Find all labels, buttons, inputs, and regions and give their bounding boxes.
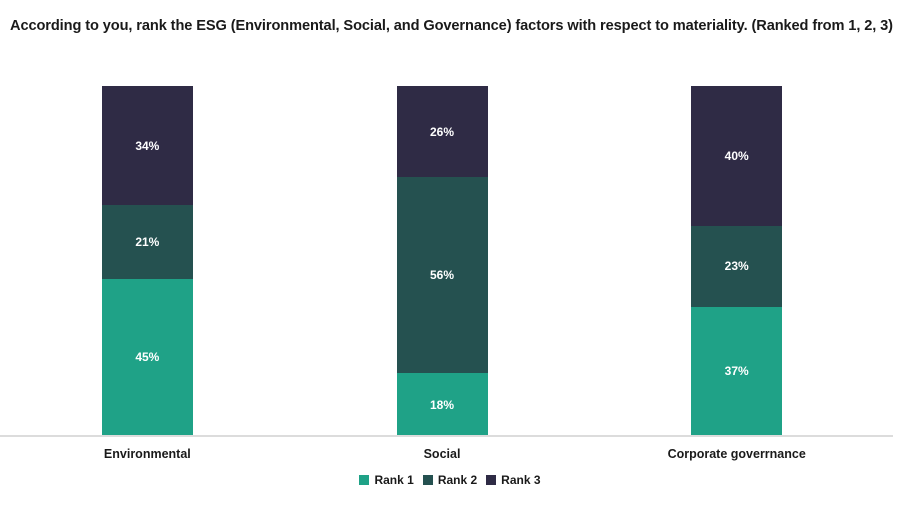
data-label: 34% bbox=[135, 138, 160, 153]
category-label: Corporate goverrnance bbox=[667, 447, 806, 461]
stacked-bar-social: 26% 56% 18% bbox=[396, 86, 488, 436]
bar-segment-rank-3[interactable]: 26% bbox=[396, 86, 488, 177]
legend-item-rank-2[interactable]: Rank 2 bbox=[422, 473, 478, 487]
legend-label: Rank 1 bbox=[374, 473, 414, 487]
data-label: 18% bbox=[429, 397, 455, 412]
data-label: 56% bbox=[429, 268, 455, 282]
chart-title: According to you, rank the ESG (Environm… bbox=[10, 18, 893, 34]
category-label: Social bbox=[423, 447, 461, 461]
legend-swatch-icon bbox=[359, 475, 370, 485]
bar-group-environmental: 34% 21% 45% Environmental bbox=[0, 86, 295, 461]
data-label: 40% bbox=[724, 149, 749, 163]
data-label: 45% bbox=[135, 350, 160, 365]
data-label: 21% bbox=[135, 234, 160, 249]
bar-segment-rank-2[interactable]: 56% bbox=[396, 177, 488, 373]
x-axis-line bbox=[0, 435, 893, 437]
legend-item-rank-3[interactable]: Rank 3 bbox=[486, 473, 541, 487]
legend-swatch-icon bbox=[422, 475, 433, 485]
legend-label: Rank 3 bbox=[501, 473, 541, 487]
plot-area: 34% 21% 45% Environmental 26% 56% 18% Social 40%… bbox=[0, 86, 884, 461]
bar-segment-rank-1[interactable]: 18% bbox=[396, 373, 488, 436]
stacked-bar-environmental: 34% 21% 45% bbox=[101, 86, 193, 436]
data-label: 37% bbox=[724, 364, 749, 379]
legend: Rank 1 Rank 2 Rank 3 bbox=[0, 473, 900, 487]
category-label: Environmental bbox=[103, 447, 191, 461]
legend-label: Rank 2 bbox=[437, 473, 478, 487]
bar-segment-rank-3[interactable]: 40% bbox=[691, 86, 783, 226]
bar-segment-rank-1[interactable]: 37% bbox=[691, 306, 783, 436]
data-label: 23% bbox=[724, 259, 749, 274]
bar-segment-rank-1[interactable]: 45% bbox=[101, 278, 193, 436]
data-label: 26% bbox=[429, 124, 455, 139]
bar-segment-rank-2[interactable]: 23% bbox=[691, 226, 783, 307]
bar-group-corporate-goverrnance: 40% 23% 37% Corporate goverrnance bbox=[589, 86, 884, 461]
stacked-bar-corporate-goverrnance: 40% 23% 37% bbox=[691, 86, 783, 436]
bar-segment-rank-3[interactable]: 34% bbox=[101, 86, 193, 205]
legend-item-rank-1[interactable]: Rank 1 bbox=[359, 473, 414, 487]
bar-group-social: 26% 56% 18% Social bbox=[295, 86, 590, 461]
bar-segment-rank-2[interactable]: 21% bbox=[101, 205, 193, 279]
legend-swatch-icon bbox=[486, 475, 497, 485]
